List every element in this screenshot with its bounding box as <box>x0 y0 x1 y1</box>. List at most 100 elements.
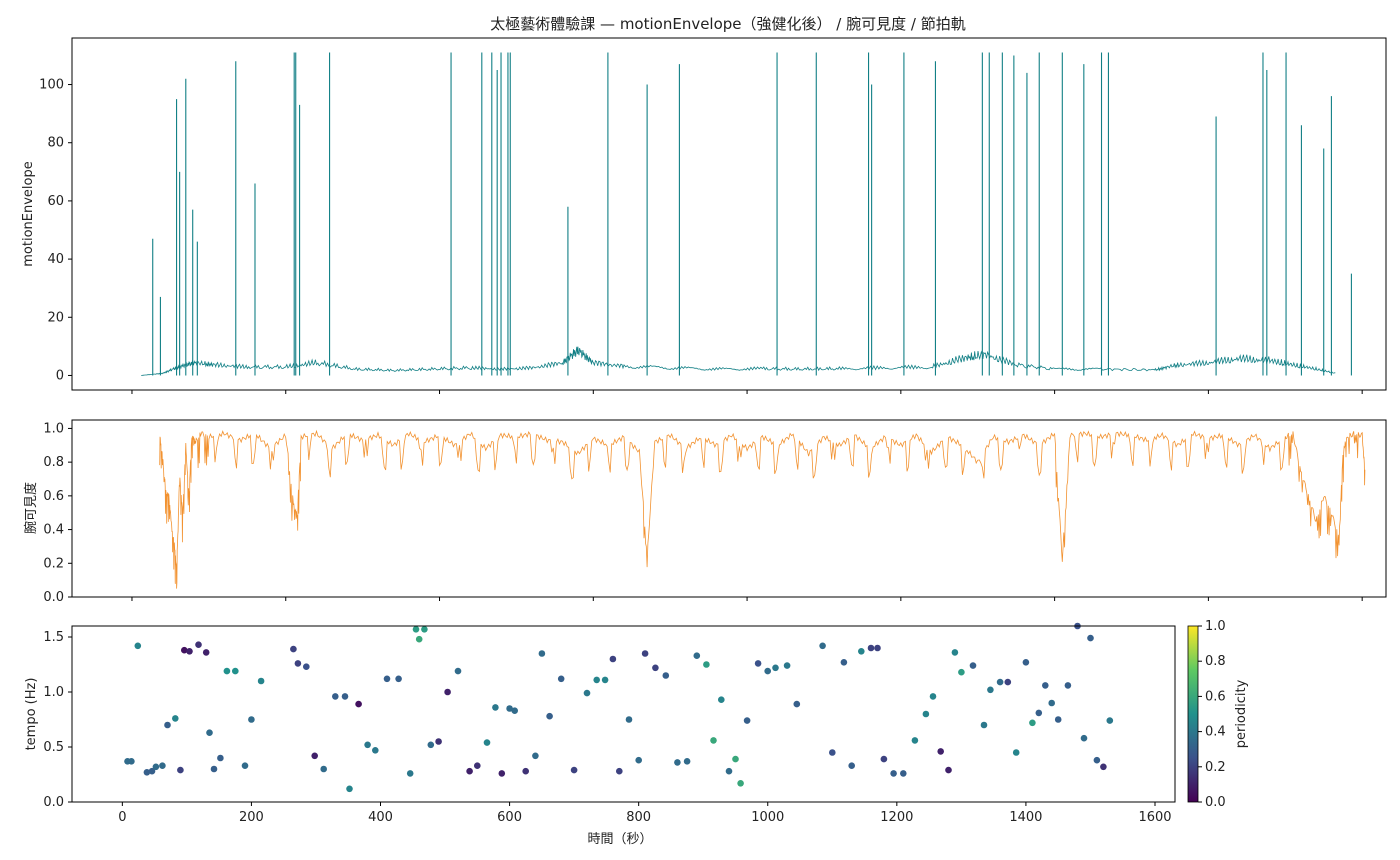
tempo-point <box>609 655 617 663</box>
tempo-point <box>415 635 423 643</box>
envelope-plot-area <box>141 52 1352 376</box>
y-tick-label: 1.0 <box>43 685 64 700</box>
tempo-point <box>840 659 848 666</box>
tempo-point <box>703 661 710 668</box>
tempo-point <box>492 704 499 711</box>
tempo-point <box>674 759 681 766</box>
tempo-point <box>311 752 319 760</box>
tempo-point <box>241 762 249 769</box>
x-tick-label: 800 <box>626 810 651 825</box>
x-tick-label: 1400 <box>1009 810 1042 825</box>
tempo-point <box>294 660 302 667</box>
tempo-point <box>557 675 565 683</box>
colorbar-tick-label: 0.8 <box>1205 654 1226 669</box>
y-tick-label: 0 <box>56 368 64 383</box>
tempo-point <box>625 716 633 723</box>
visibility-plot-area <box>159 429 1366 589</box>
y-tick-label: 60 <box>47 194 64 209</box>
tempo-point <box>148 767 156 775</box>
tempo-point <box>880 755 888 763</box>
tempo-point <box>987 686 994 694</box>
tempo-point <box>937 748 944 755</box>
tempo-point <box>737 780 744 787</box>
tempo-point <box>181 646 188 654</box>
tempo-point <box>1042 682 1049 689</box>
y-tick-label: 0.2 <box>43 556 64 571</box>
tempo-point <box>546 712 553 720</box>
tempo-point <box>874 644 881 652</box>
tempo-point <box>355 700 362 708</box>
tempo-point <box>248 716 255 723</box>
y-tick-label: 0.0 <box>43 795 64 810</box>
tempo-point <box>969 662 977 669</box>
visibility-y-label: 腕可見度 <box>23 482 39 534</box>
tempo-y-label: tempo (Hz) <box>24 678 39 751</box>
tempo-point <box>421 626 428 633</box>
tempo-point <box>662 672 670 679</box>
tempo-point <box>128 758 135 765</box>
tempo-point <box>900 770 907 777</box>
tempo-point <box>1012 749 1020 756</box>
tempo-point <box>257 677 265 685</box>
tempo-axes-frame <box>71 625 1176 803</box>
tempo-point <box>143 769 151 776</box>
tempo-point <box>819 642 826 650</box>
tempo-point <box>364 741 371 749</box>
tempo-point <box>1064 682 1072 689</box>
tempo-point <box>511 707 518 714</box>
tempo-point <box>929 693 937 700</box>
x-tick-label: 1000 <box>751 810 784 825</box>
tempo-point <box>466 767 473 775</box>
tempo-point <box>395 675 402 683</box>
tempo-point <box>435 738 442 745</box>
y-tick-label: 80 <box>47 136 64 151</box>
x-tick-label: 600 <box>497 810 522 825</box>
tempo-point <box>177 766 184 774</box>
envelope-panel: 0 20 40 60 80 100 motionEnvelope <box>21 37 1387 394</box>
y-tick-label: 0.8 <box>43 455 64 470</box>
tempo-point <box>346 785 353 793</box>
colorbar-label: periodicity <box>1234 679 1249 748</box>
tempo-point <box>217 754 224 762</box>
envelope-axes-frame <box>71 37 1387 391</box>
tempo-point <box>867 644 875 652</box>
y-tick-label: 40 <box>47 252 64 267</box>
tempo-point <box>164 721 171 729</box>
tempo-point <box>444 688 451 696</box>
tempo-point <box>890 770 897 777</box>
tempo-point <box>506 705 513 712</box>
tempo-point <box>223 667 231 675</box>
tempo-point <box>793 700 801 708</box>
tempo-point <box>1048 699 1055 707</box>
x-tick-label: 1200 <box>880 810 913 825</box>
tempo-point <box>996 678 1004 686</box>
tempo-point <box>483 739 491 746</box>
chart-title: 太極藝術體驗課 — motionEnvelope（強健化後） / 腕可見度 / … <box>490 15 965 33</box>
y-tick-label: 0.0 <box>43 590 64 605</box>
tempo-panel: 0.0 0.5 1.0 1.5 0 200 400 600 800 1000 1200 1400 16… <box>24 622 1176 847</box>
tempo-point <box>320 765 328 773</box>
tempo-point <box>710 737 717 744</box>
colorbar-tick-label: 1.0 <box>1205 619 1226 634</box>
tempo-point <box>532 752 539 760</box>
envelope-x-ticks <box>131 390 1363 394</box>
visibility-series-line <box>159 429 1366 589</box>
tempo-point <box>641 650 649 657</box>
x-tick-label: 200 <box>239 810 264 825</box>
tempo-point <box>152 763 160 771</box>
tempo-point <box>783 662 791 669</box>
tempo-point <box>693 652 701 659</box>
tempo-point <box>538 650 546 657</box>
tempo-point <box>570 766 578 774</box>
tempo-point <box>454 667 462 675</box>
colorbar-tick-label: 0.0 <box>1205 795 1226 810</box>
colorbar-gradient <box>1187 625 1199 803</box>
colorbar-tick-label: 0.4 <box>1205 725 1226 740</box>
tempo-point <box>1029 719 1036 727</box>
tempo-point <box>341 693 349 700</box>
tempo-point <box>764 667 771 675</box>
envelope-y-ticks: 0 20 40 60 80 100 <box>39 78 72 383</box>
y-tick-label: 0.6 <box>43 489 64 504</box>
tempo-point <box>412 626 420 633</box>
tempo-point <box>210 765 218 773</box>
